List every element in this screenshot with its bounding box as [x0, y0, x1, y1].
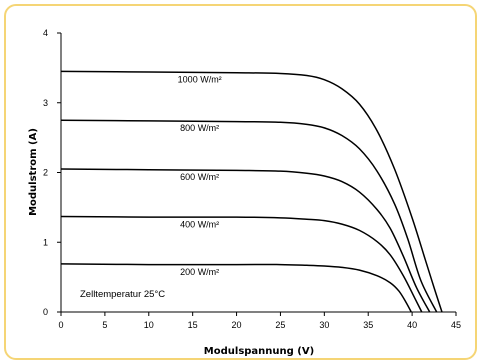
axes	[60, 33, 456, 313]
x-axis-title: Modulspannung (V)	[204, 346, 314, 357]
curve-label: 800 W/m²	[180, 123, 219, 133]
x-tick-label: 20	[232, 320, 242, 330]
x-tick-label: 45	[451, 320, 461, 330]
iv-curve-line	[60, 263, 412, 313]
y-axis-title: Modulstrom (A)	[28, 128, 39, 216]
x-tick-label: 40	[407, 320, 417, 330]
y-tick-label: 1	[43, 237, 48, 247]
curve-label: 600 W/m²	[180, 172, 219, 182]
curve-label: 400 W/m²	[180, 219, 219, 229]
ticks: 0 5 10 15 20 25 30 35 40 45 0 1 2 3 4	[43, 28, 461, 330]
x-tick-label: 35	[363, 320, 373, 330]
x-tick-label: 5	[102, 320, 107, 330]
x-tick-label: 10	[144, 320, 154, 330]
x-tick-label: 0	[58, 320, 63, 330]
curve-label: 200 W/m²	[180, 267, 219, 277]
iv-curve-line	[60, 168, 431, 313]
y-tick-label: 0	[43, 307, 48, 317]
y-tick-label: 2	[43, 168, 48, 178]
curves	[60, 70, 443, 313]
curve-labels: 1000 W/m² 800 W/m² 600 W/m² 400 W/m² 200 W/m…	[178, 74, 222, 277]
iv-curve-line	[60, 119, 438, 313]
chart-frame	[4, 4, 477, 360]
temperature-annotation: Zelltemperatur 25°C	[80, 289, 165, 300]
iv-curve-line	[60, 70, 443, 313]
iv-curve-line	[60, 215, 423, 313]
x-tick-label: 25	[275, 320, 285, 330]
x-tick-label: 30	[319, 320, 329, 330]
y-tick-label: 3	[43, 98, 48, 108]
x-tick-label: 15	[188, 320, 198, 330]
curve-label: 1000 W/m²	[178, 74, 222, 84]
y-tick-label: 4	[43, 28, 48, 38]
